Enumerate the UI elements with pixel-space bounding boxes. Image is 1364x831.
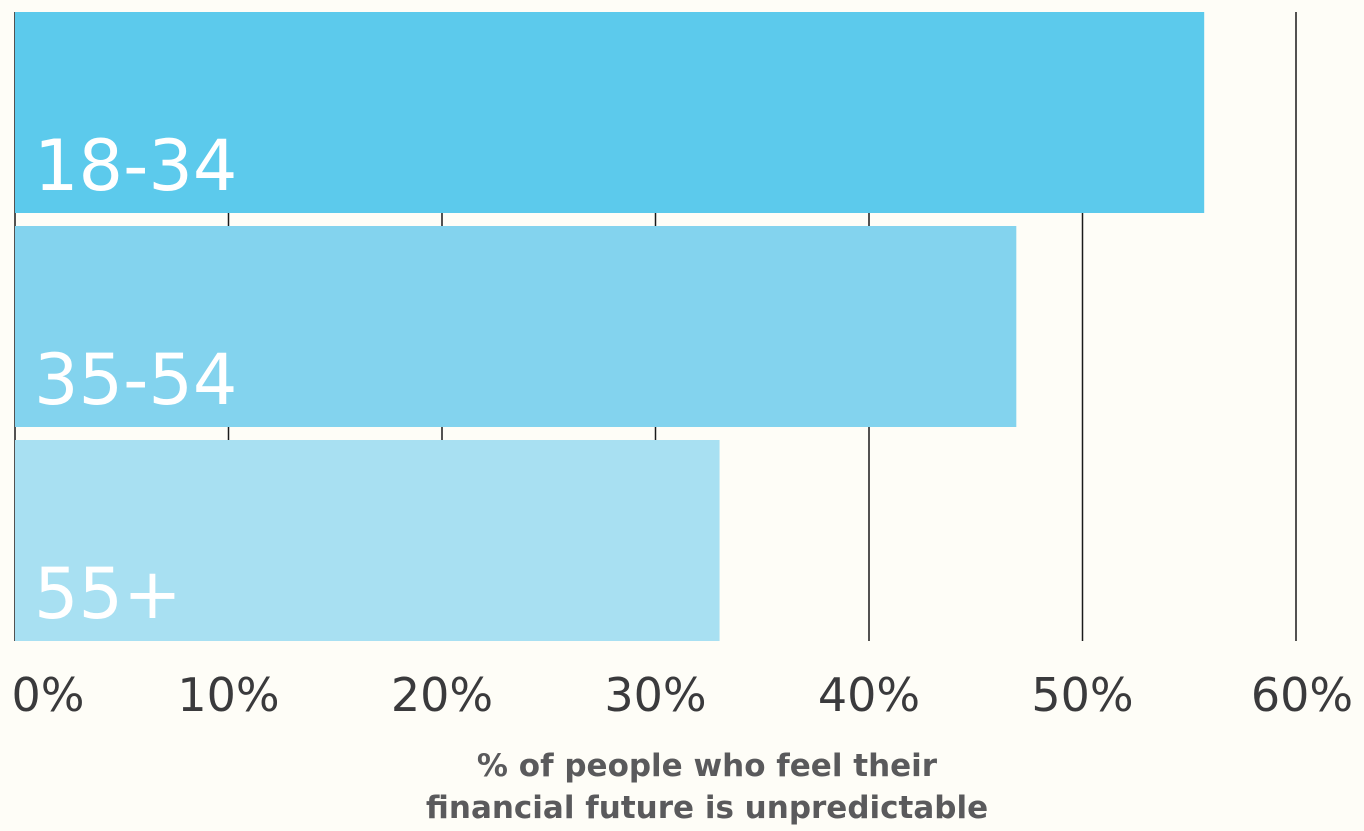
tick-label-0: 0% [12,668,85,722]
tick-label-40: 40% [818,668,920,722]
bar-label-18-34: 18-34 [34,125,237,207]
bar-label-55+: 55+ [34,553,182,635]
x-axis-title-line-1: % of people who feel their [476,748,938,784]
x-axis-title: % of people who feel their financial fut… [382,745,1032,829]
tick-label-10: 10% [177,668,279,722]
bar-35-54 [15,226,1017,427]
tick-label-50: 50% [1031,668,1133,722]
tick-label-20: 20% [391,668,493,722]
x-axis-ticks: 0% 10% 20% 30% 40% 50% 60% [12,668,1354,722]
bar-18-34 [15,12,1205,213]
tick-label-30: 30% [604,668,706,722]
bar-55+ [15,440,720,641]
tick-label-60: 60% [1251,668,1353,722]
bar-label-35-54: 35-54 [34,339,237,421]
bars: 18-34 35-54 55+ [15,12,1205,641]
x-axis-title-line-2: financial future is unpredictable [425,790,989,826]
